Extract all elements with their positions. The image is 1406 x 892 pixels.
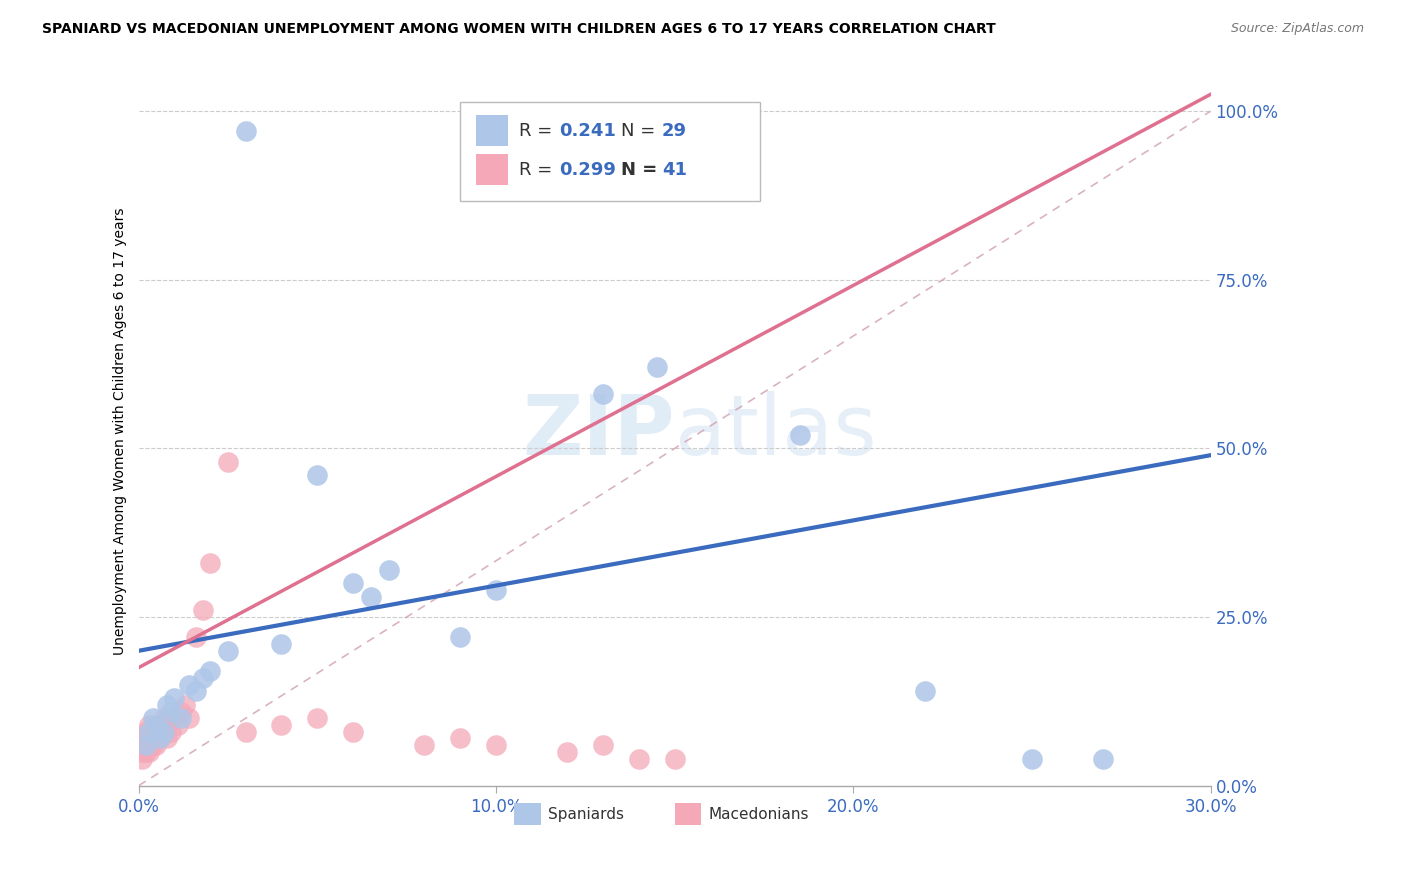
FancyBboxPatch shape xyxy=(477,153,509,186)
FancyBboxPatch shape xyxy=(513,804,540,825)
Point xyxy=(184,684,207,698)
Point xyxy=(170,711,193,725)
Point xyxy=(163,711,186,725)
Point xyxy=(138,718,160,732)
Y-axis label: Unemployment Among Women with Children Ages 6 to 17 years: Unemployment Among Women with Children A… xyxy=(114,208,128,656)
Point xyxy=(235,724,257,739)
Text: SPANIARD VS MACEDONIAN UNEMPLOYMENT AMONG WOMEN WITH CHILDREN AGES 6 TO 17 YEARS: SPANIARD VS MACEDONIAN UNEMPLOYMENT AMON… xyxy=(42,22,995,37)
Point xyxy=(145,738,167,752)
Point xyxy=(789,428,811,442)
Point xyxy=(149,731,172,746)
Point xyxy=(149,731,172,746)
FancyBboxPatch shape xyxy=(477,115,509,146)
Point xyxy=(1021,752,1043,766)
Point xyxy=(131,731,153,746)
Text: Macedonians: Macedonians xyxy=(709,806,810,822)
Point xyxy=(592,738,614,752)
Point xyxy=(217,644,239,658)
Point xyxy=(142,711,165,725)
Point xyxy=(170,705,193,719)
FancyBboxPatch shape xyxy=(460,103,761,202)
Text: 0.241: 0.241 xyxy=(558,121,616,139)
Point xyxy=(449,731,471,746)
Point xyxy=(131,752,153,766)
Point xyxy=(159,724,181,739)
FancyBboxPatch shape xyxy=(675,804,702,825)
Point xyxy=(235,124,257,138)
Point xyxy=(177,711,200,725)
Text: Spaniards: Spaniards xyxy=(548,806,624,822)
Point xyxy=(184,630,207,644)
Point xyxy=(174,698,197,712)
Point xyxy=(131,745,153,759)
Point xyxy=(342,576,364,591)
Point xyxy=(664,752,686,766)
Point xyxy=(627,752,650,766)
Point xyxy=(191,603,214,617)
Point xyxy=(138,731,160,746)
Point xyxy=(152,724,174,739)
Text: N =: N = xyxy=(621,161,664,178)
Point xyxy=(163,691,186,706)
Point xyxy=(198,556,221,570)
Point xyxy=(131,738,153,752)
Point xyxy=(449,630,471,644)
Point xyxy=(138,724,160,739)
Point xyxy=(156,698,179,712)
Text: R =: R = xyxy=(519,121,558,139)
Point xyxy=(152,711,174,725)
Point xyxy=(149,718,172,732)
Point xyxy=(270,637,292,651)
Point xyxy=(270,718,292,732)
Point xyxy=(142,724,165,739)
Text: N =: N = xyxy=(621,121,661,139)
Point xyxy=(413,738,436,752)
Point xyxy=(145,718,167,732)
Point xyxy=(142,738,165,752)
Point xyxy=(914,684,936,698)
Point xyxy=(177,677,200,691)
Point xyxy=(145,724,167,739)
Point xyxy=(159,705,181,719)
Point xyxy=(1092,752,1115,766)
Point xyxy=(485,738,508,752)
Point xyxy=(645,360,668,375)
Point xyxy=(342,724,364,739)
Text: atlas: atlas xyxy=(675,391,876,472)
Point xyxy=(166,718,188,732)
Point xyxy=(360,590,382,604)
Point xyxy=(138,745,160,759)
Text: 41: 41 xyxy=(662,161,686,178)
Point xyxy=(135,738,157,752)
Point xyxy=(152,724,174,739)
Point xyxy=(156,718,179,732)
Text: 29: 29 xyxy=(662,121,686,139)
Point xyxy=(307,711,329,725)
Point xyxy=(307,468,329,483)
Text: 0.299: 0.299 xyxy=(558,161,616,178)
Point xyxy=(135,724,157,739)
Point xyxy=(377,563,399,577)
Text: Source: ZipAtlas.com: Source: ZipAtlas.com xyxy=(1230,22,1364,36)
Point xyxy=(156,731,179,746)
Point xyxy=(217,455,239,469)
Text: R =: R = xyxy=(519,161,558,178)
Point xyxy=(191,671,214,685)
Point xyxy=(135,745,157,759)
Point xyxy=(592,387,614,401)
Point xyxy=(198,664,221,678)
Point xyxy=(485,583,508,598)
Text: ZIP: ZIP xyxy=(522,391,675,472)
Point xyxy=(557,745,579,759)
Point xyxy=(135,738,157,752)
